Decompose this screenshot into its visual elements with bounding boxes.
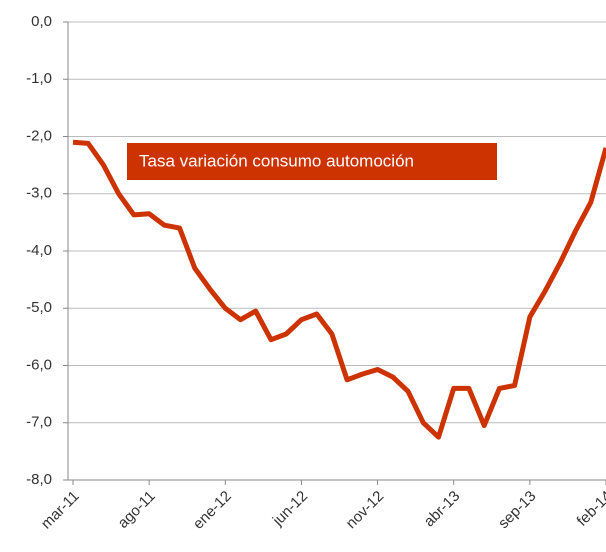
legend-label: Tasa variación consumo automoción bbox=[139, 151, 414, 170]
x-tick-label: abr-13 bbox=[421, 488, 464, 531]
x-tick-label: sep-13 bbox=[495, 488, 539, 532]
y-tick-label: -5,0 bbox=[26, 299, 52, 316]
x-tick-label: ene-12 bbox=[190, 488, 235, 533]
data-line bbox=[72, 139, 606, 440]
y-tick-label: -1,0 bbox=[26, 70, 52, 87]
y-tick-label: -4,0 bbox=[26, 242, 52, 259]
y-tick-label: -6,0 bbox=[26, 356, 52, 373]
y-tick-label: -7,0 bbox=[26, 414, 52, 431]
legend-box bbox=[127, 143, 497, 180]
x-tick-label: mar-11 bbox=[38, 488, 83, 533]
x-tick-label: feb-14 bbox=[574, 488, 606, 530]
y-tick-label: -2,0 bbox=[26, 127, 52, 144]
x-tick-label: jun-12 bbox=[269, 488, 311, 530]
x-tick-label: nov-12 bbox=[343, 488, 387, 532]
y-tick-label: -8,0 bbox=[26, 471, 52, 488]
y-tick-label: 0,0 bbox=[31, 13, 52, 30]
y-tick-label: -3,0 bbox=[26, 185, 52, 202]
x-tick-label: ago-11 bbox=[115, 488, 159, 532]
